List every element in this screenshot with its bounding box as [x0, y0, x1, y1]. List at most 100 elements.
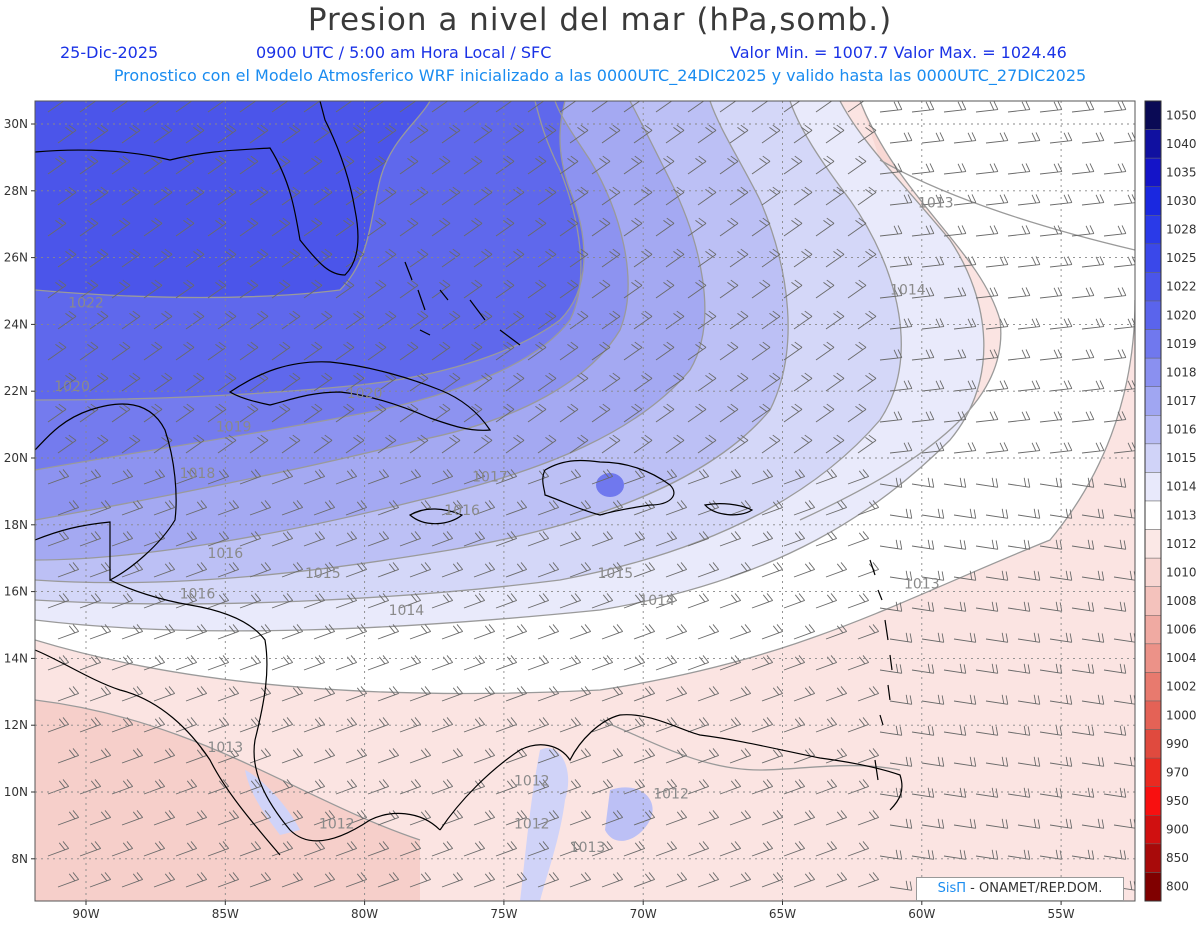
wind-barb [879, 663, 903, 674]
wind-barb [89, 500, 112, 516]
colorbar-swatch [1144, 129, 1162, 159]
wind-barb [185, 810, 208, 826]
wind-barb [377, 624, 400, 640]
wind-barb [1103, 287, 1127, 299]
colorbar-swatch [1144, 615, 1162, 645]
wind-barb [527, 217, 547, 237]
wind-barb [153, 872, 176, 888]
wind-barb [79, 279, 99, 299]
wind-barb [441, 872, 464, 888]
wind-barb [409, 624, 432, 640]
wind-barb [569, 810, 592, 826]
wind-barb [271, 593, 294, 609]
wind-barb [921, 632, 945, 643]
wind-barb [505, 872, 528, 888]
wind-barb [537, 624, 560, 640]
wind-barb [623, 531, 646, 547]
colorbar-swatch [1144, 586, 1162, 616]
wind-barb [495, 155, 515, 175]
wind-barb [377, 872, 400, 888]
wind-barb [345, 372, 365, 392]
wind-barb [975, 101, 999, 113]
wind-barb [313, 562, 336, 578]
wind-barb [313, 624, 336, 640]
contour-labels: 1022 1020 1020 1019 1018 1017 1016 1016 1016 1015… [54, 196, 953, 857]
wind-barb [1081, 570, 1105, 581]
lon-label: 70W [630, 907, 657, 921]
wind-barb [975, 663, 999, 674]
colorbar-swatch [1144, 443, 1162, 473]
wind-barb [505, 310, 525, 330]
wind-barb [409, 372, 429, 392]
wind-barb [601, 434, 621, 454]
wind-barb [47, 341, 67, 361]
wind-barb [1071, 787, 1095, 798]
wind-barb [697, 872, 720, 888]
wind-barb [47, 469, 70, 485]
wind-barb [601, 248, 621, 268]
contour-label: 1013 [904, 576, 940, 592]
contour-label: 1020 [54, 379, 90, 395]
contour-label: 1013 [918, 196, 954, 212]
wind-barb [399, 531, 422, 547]
wind-barb [825, 372, 845, 392]
wind-barb [1071, 849, 1095, 860]
wind-barb [1081, 380, 1105, 392]
isobar-1013-east [799, 101, 1002, 521]
wind-barb [591, 531, 614, 547]
wind-barb [153, 500, 176, 516]
wind-barb [271, 655, 294, 671]
wind-barb [857, 372, 877, 392]
wind-barb [271, 841, 294, 857]
wind-barb [975, 349, 999, 361]
wind-barb [569, 500, 592, 516]
wind-barb [463, 717, 486, 733]
wind-barb [985, 632, 1009, 643]
wind-barb [697, 372, 717, 392]
wind-barb [921, 380, 945, 392]
wind-barb [847, 403, 867, 423]
wind-barb [249, 248, 269, 268]
wind-barb [345, 124, 365, 144]
wind-barb [367, 279, 387, 299]
wind-barb [921, 132, 945, 144]
wind-barb [473, 310, 493, 330]
wind-barb [431, 593, 454, 609]
wind-barb [697, 562, 720, 578]
colorbar-label: 1019 [1166, 337, 1197, 351]
wind-barb [953, 694, 977, 705]
wind-barb [953, 442, 977, 454]
coastline-south-america [439, 714, 903, 831]
wind-barb [431, 779, 454, 795]
wind-barb [687, 155, 707, 175]
wind-barb [943, 663, 967, 674]
colorbar-label: 1008 [1166, 594, 1197, 608]
colorbar-label: 1000 [1166, 708, 1197, 722]
wind-barb [153, 810, 176, 826]
isobar-1017 [35, 101, 706, 561]
isobar-1022 [35, 101, 431, 299]
wind-barb [1103, 163, 1127, 175]
wind-barb [175, 469, 198, 485]
wind-barb [1081, 694, 1105, 705]
wind-barb [985, 570, 1009, 581]
wind-barb [665, 186, 685, 206]
wind-barb [1103, 539, 1127, 550]
wind-barb [655, 469, 678, 485]
wind-barb [623, 403, 643, 423]
wind-barb [729, 248, 749, 268]
coastline-florida [35, 101, 359, 276]
wind-barb [207, 469, 230, 485]
contour-label: 1014 [639, 593, 675, 609]
wind-barb [911, 411, 935, 423]
wind-barb [57, 686, 80, 702]
colorbar-label: 990 [1166, 737, 1189, 751]
latitude-labels: 30N 28N 26N 24N 22N 20N 18N 16N 14N 12N 10N 8N [4, 117, 35, 866]
wind-barb [623, 841, 646, 857]
wind-barb [303, 655, 326, 671]
wind-barb [879, 849, 903, 860]
wind-barb [751, 841, 774, 857]
wind-barb [719, 279, 739, 299]
wind-barb [761, 186, 781, 206]
wind-barb [879, 101, 903, 113]
